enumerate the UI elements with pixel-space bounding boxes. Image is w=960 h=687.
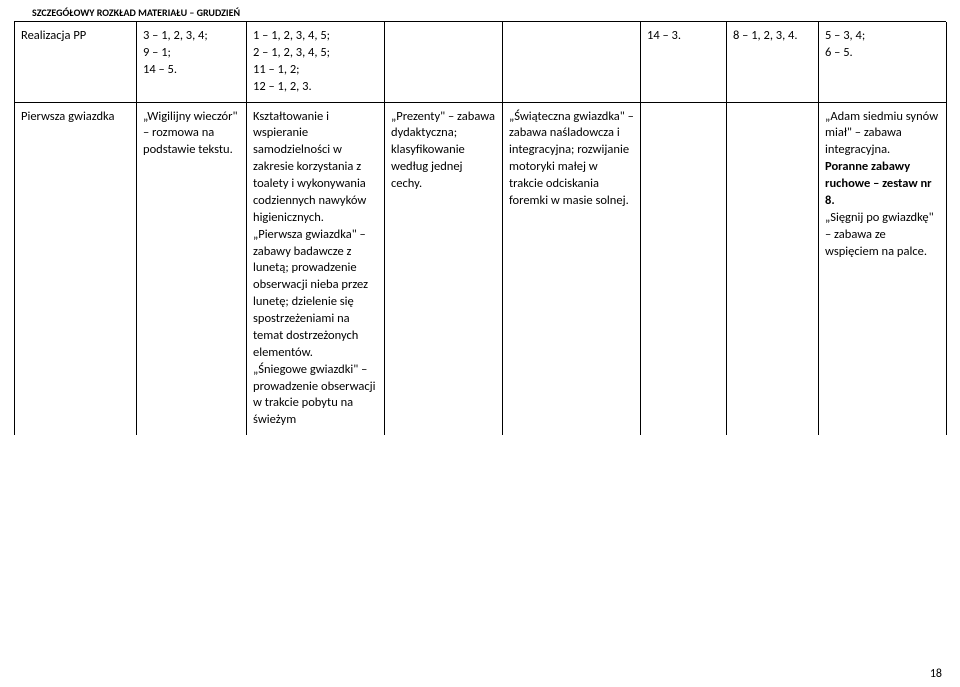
table-cell: 5 – 3, 4;6 – 5. — [819, 22, 947, 102]
table-cell — [385, 22, 503, 102]
table-cell: 14 – 3. — [641, 22, 727, 102]
table-cell: „Wigilijny wieczór" – rozmowa na podstaw… — [137, 102, 247, 435]
table-cell: Realizacja PP — [15, 22, 137, 102]
table-cell — [727, 102, 819, 435]
table-cell: 8 – 1, 2, 3, 4. — [727, 22, 819, 102]
table-cell: „Prezenty" – zabawa dydaktyczna; klasyfi… — [385, 102, 503, 435]
table-row: Pierwsza gwiazdka„Wigilijny wieczór" – r… — [15, 102, 947, 435]
table-cell: „Świąteczna gwiazdka" – zabawa naśladowc… — [503, 102, 641, 435]
curriculum-table: Realizacja PP3 – 1, 2, 3, 4;9 – 1;14 – 5… — [14, 22, 947, 435]
header-text: SZCZEGÓŁOWY ROZKŁAD MATERIAŁU – GRUDZIEŃ — [32, 6, 240, 19]
table-cell: Kształtowanie i wspieranie samodzielnośc… — [247, 102, 385, 435]
table-cell — [503, 22, 641, 102]
table-cell: 3 – 1, 2, 3, 4;9 – 1;14 – 5. — [137, 22, 247, 102]
table-cell: Pierwsza gwiazdka — [15, 102, 137, 435]
document-header: SZCZEGÓŁOWY ROZKŁAD MATERIAŁU – GRUDZIEŃ — [14, 0, 946, 22]
table-row: Realizacja PP3 – 1, 2, 3, 4;9 – 1;14 – 5… — [15, 22, 947, 102]
table-cell: „Adam siedmiu synów miał" – zabawa integ… — [819, 102, 947, 435]
table-cell — [641, 102, 727, 435]
page-number: 18 — [930, 667, 942, 681]
table-cell: 1 – 1, 2, 3, 4, 5;2 – 1, 2, 3, 4, 5;11 –… — [247, 22, 385, 102]
